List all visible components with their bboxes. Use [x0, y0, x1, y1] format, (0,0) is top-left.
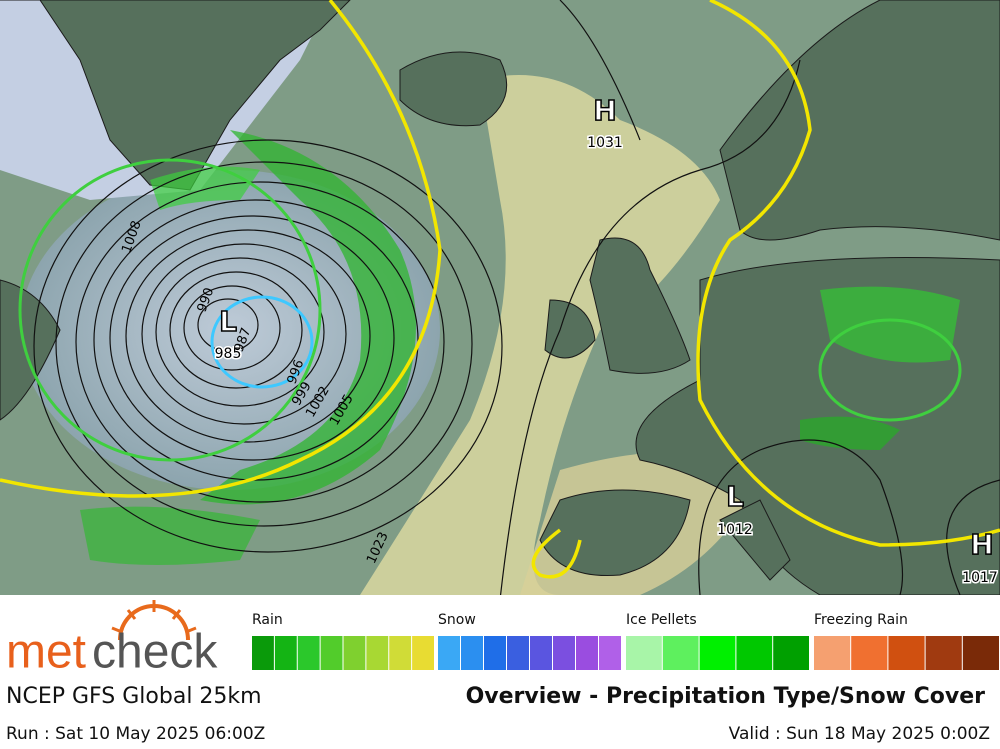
isobars — [33, 0, 1000, 595]
legend-swatch — [699, 636, 736, 670]
legend-swatch — [553, 636, 575, 670]
pressure-value: 1017 — [962, 570, 998, 586]
valid-time: Valid : Sun 18 May 2025 0:00Z — [729, 724, 990, 744]
legend-swatch — [773, 636, 809, 670]
legend-swatch — [297, 636, 320, 670]
pressure-symbol: H — [593, 94, 616, 127]
legend-swatch — [366, 636, 389, 670]
brand-met: met — [6, 626, 86, 679]
legend-label: Ice Pellets — [626, 612, 697, 628]
pressure-symbol: H — [970, 528, 993, 561]
legend-label: Rain — [252, 612, 283, 628]
pressure-value: 1012 — [717, 522, 753, 538]
legend-swatch — [576, 636, 598, 670]
legend-swatch — [389, 636, 412, 670]
legend-swatch — [851, 636, 888, 670]
legend-swatch — [736, 636, 773, 670]
chart-title: Overview - Precipitation Type/Snow Cover — [466, 684, 986, 709]
legend-swatch — [343, 636, 366, 670]
model-name: NCEP GFS Global 25km — [6, 684, 262, 709]
legend-label: Snow — [438, 612, 476, 628]
pressure-value: 1031 — [587, 135, 623, 151]
legend-swatch — [274, 636, 297, 670]
brand-check: check — [92, 626, 218, 679]
legend-swatch — [888, 636, 925, 670]
legend-swatch — [662, 636, 699, 670]
legend-swatch — [814, 636, 851, 670]
pressure-symbol: L — [219, 305, 237, 338]
legend-swatch — [438, 636, 460, 670]
legend-swatch — [507, 636, 529, 670]
legend-swatch — [461, 636, 483, 670]
legend-swatch — [626, 636, 662, 670]
pressure-symbol: L — [726, 480, 744, 513]
legend-swatch — [599, 636, 621, 670]
legend-label: Freezing Rain — [814, 612, 908, 628]
legend-swatch — [252, 636, 274, 670]
legend-swatch — [320, 636, 343, 670]
legend-swatch — [484, 636, 506, 670]
legend-swatch — [530, 636, 552, 670]
legend-swatch — [925, 636, 962, 670]
legend-swatch — [412, 636, 434, 670]
legend: Rain Snow Ice Pellets Freezing Rain — [252, 612, 999, 670]
logo: met check — [6, 600, 218, 679]
pressure-value: 985 — [215, 346, 242, 362]
run-time: Run : Sat 10 May 2025 06:00Z — [6, 724, 265, 744]
legend-swatch — [962, 636, 999, 670]
